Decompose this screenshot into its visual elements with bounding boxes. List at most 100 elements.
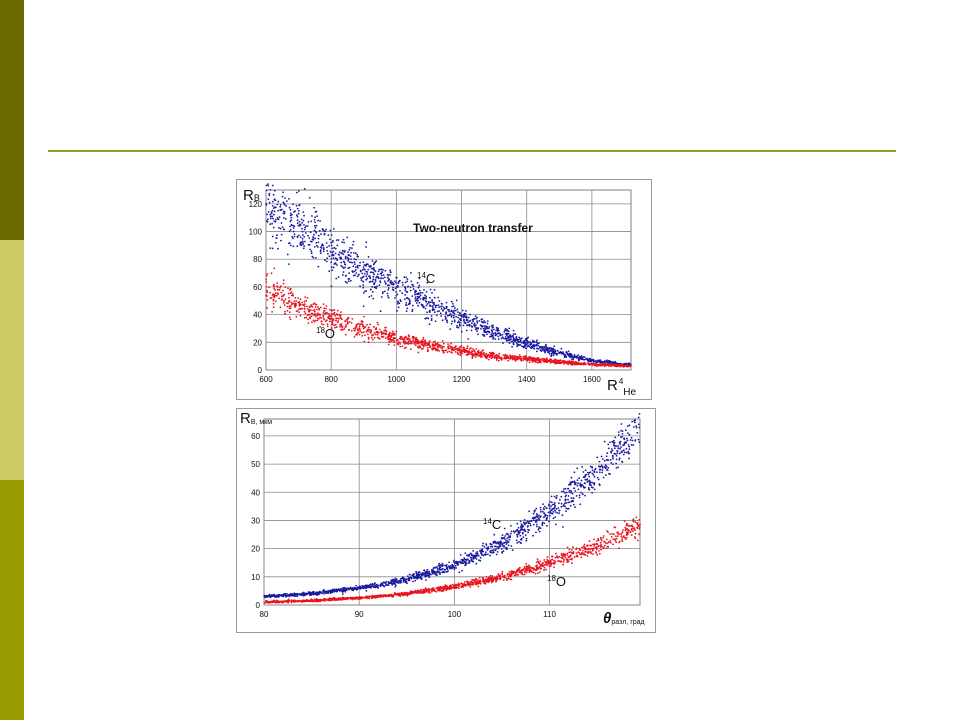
data-point-14c (494, 549, 497, 552)
data-point-14c (362, 286, 365, 289)
data-point-18o (636, 539, 639, 542)
data-point-14c (369, 585, 372, 588)
data-point-14c (593, 488, 596, 491)
data-point-14c (494, 545, 497, 548)
data-point-18o (507, 359, 510, 362)
data-point-14c (553, 506, 556, 508)
data-point-14c (441, 571, 444, 574)
data-point-14c (288, 594, 291, 597)
data-point-14c (426, 317, 429, 319)
data-point-18o (582, 549, 584, 552)
data-point-14c (547, 347, 549, 350)
data-point-14c (387, 582, 390, 584)
data-point-14c (461, 309, 464, 312)
data-point-14c (554, 511, 557, 513)
data-point-14c (525, 537, 528, 540)
data-point-18o (273, 283, 275, 286)
data-point-18o (409, 342, 412, 345)
data-point-14c (618, 441, 621, 444)
data-point-14c (352, 252, 355, 254)
data-point-14c (282, 212, 285, 215)
data-point-18o (477, 353, 479, 355)
data-point-14c (317, 237, 320, 240)
data-point-14c (365, 590, 368, 592)
data-point-14c (341, 593, 344, 595)
data-point-14c (395, 580, 398, 583)
data-point-18o (388, 340, 391, 343)
data-point-14c (346, 256, 349, 259)
data-point-18o (272, 295, 275, 298)
data-point-14c (322, 590, 324, 592)
data-point-18o (355, 334, 357, 336)
data-point-14c (322, 592, 325, 595)
data-point-14c (528, 529, 530, 532)
data-point-18o (289, 292, 292, 294)
data-point-14c (488, 325, 491, 328)
data-point-18o (350, 322, 353, 324)
data-point-18o (564, 360, 566, 363)
data-point-14c (623, 437, 626, 440)
data-point-14c (396, 293, 399, 296)
data-point-14c (570, 500, 573, 503)
data-point-18o (358, 325, 361, 328)
data-point-18o (624, 528, 627, 531)
data-point-14c (596, 456, 599, 459)
data-point-14c (563, 488, 565, 490)
data-point-14c (632, 444, 635, 446)
data-point-14c (554, 509, 556, 512)
data-point-14c (326, 250, 329, 252)
data-point-18o (388, 333, 391, 335)
data-point-14c (614, 453, 617, 455)
data-point-18o (393, 341, 396, 344)
data-point-18o (446, 351, 449, 353)
data-point-18o (308, 305, 311, 308)
data-point-18o (506, 579, 508, 581)
data-point-14c (456, 321, 459, 324)
data-point-14c (463, 321, 466, 324)
data-point-14c (280, 233, 283, 236)
data-point-14c (630, 436, 633, 439)
data-point-14c (515, 533, 518, 536)
data-point-14c (476, 321, 479, 324)
data-point-18o (391, 334, 393, 336)
data-point-14c (417, 571, 420, 574)
data-point-14c (406, 582, 408, 585)
data-point-18o (546, 358, 548, 360)
data-point-14c (592, 482, 595, 485)
data-point-14c (272, 226, 275, 229)
data-point-18o (273, 285, 276, 288)
data-point-14c (587, 471, 589, 474)
data-point-14c (319, 250, 322, 253)
data-point-14c (561, 352, 564, 355)
data-point-18o (298, 302, 301, 305)
data-point-14c (281, 195, 284, 198)
data-point-14c (435, 573, 438, 575)
data-point-14c (441, 305, 443, 308)
data-point-14c (638, 413, 641, 415)
data-point-14c (351, 589, 353, 591)
data-point-18o (268, 286, 270, 289)
data-point-14c (638, 441, 641, 444)
data-point-14c (541, 510, 544, 513)
data-point-18o (459, 346, 461, 348)
data-point-18o (420, 340, 423, 342)
data-point-14c (336, 244, 339, 247)
data-point-14c (637, 416, 640, 419)
data-point-14c (465, 329, 468, 332)
data-point-14c (310, 252, 313, 255)
data-point-14c (329, 229, 332, 232)
data-point-18o (378, 328, 381, 331)
data-point-14c (615, 462, 617, 465)
data-point-18o (279, 306, 282, 309)
data-point-14c (279, 227, 282, 230)
data-point-18o (376, 321, 379, 324)
data-point-18o (336, 321, 339, 324)
data-point-14c (515, 337, 517, 339)
data-point-14c (331, 269, 334, 272)
data-point-14c (326, 246, 328, 249)
data-point-14c (549, 350, 551, 352)
data-point-14c (453, 319, 456, 322)
data-point-18o (420, 343, 423, 346)
